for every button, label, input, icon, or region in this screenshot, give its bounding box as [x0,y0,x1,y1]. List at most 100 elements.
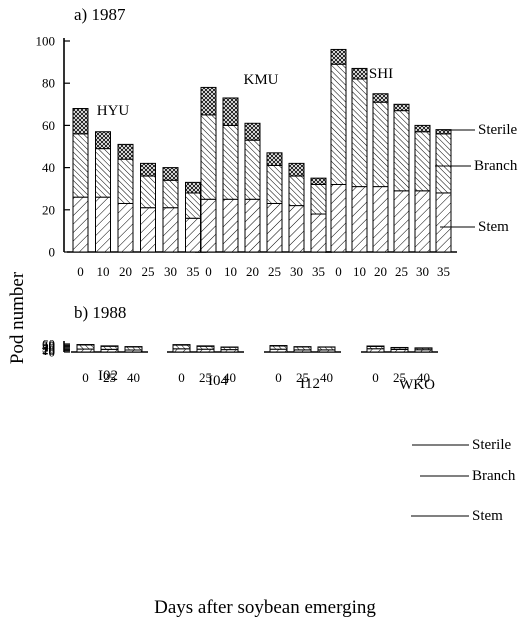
x-tick-label: 30 [164,264,177,279]
x-tick-label: 40 [320,370,333,385]
bar-segment-sterile [200,86,217,116]
x-tick-label: 25 [296,370,309,385]
x-tick-label: 0 [77,264,84,279]
bar-segment-stem [288,205,305,253]
y-tick-label: 20 [42,342,55,357]
x-tick-label: 10 [353,264,366,279]
group-label: I12 [300,376,320,392]
bar-segment-stem [244,198,261,253]
stack-label-stem: Stem [472,508,503,524]
x-tick-label: 20 [246,264,259,279]
bar-segment-stem [72,196,89,253]
group-label: SHI [369,66,393,82]
x-tick-label: 10 [97,264,110,279]
bar-segment-branch [244,139,261,200]
group-label: I04 [208,373,228,389]
stack-label-branch: Branch [472,468,516,484]
x-tick-label: 35 [437,264,450,279]
bar-segment-branch [72,133,89,198]
bar-segment-stem [117,202,134,253]
bar-segment-sterile [140,162,156,177]
x-tick-label: 30 [416,264,429,279]
x-tick-label: 35 [312,264,325,279]
bar-segment-sterile [185,181,201,194]
bar-segment-stem [200,198,217,253]
bar-segment-branch [95,148,111,198]
bar-segment-stem [351,186,368,253]
x-tick-label: 0 [82,370,89,385]
bar-segment-stem [95,196,111,253]
y-tick-label: 40 [42,160,55,175]
bar-segment-sterile [162,167,179,181]
x-tick-label: 0 [335,264,342,279]
bar-segment-stem [330,183,347,253]
bar-segment-sterile [244,122,261,141]
stack-label-stem: Stem [478,219,509,235]
bar-segment-stem [222,198,239,253]
bar-segment-sterile [414,124,431,133]
x-tick-label: 10 [224,264,237,279]
bar-segment-sterile [393,103,410,112]
bar-segment-stem [310,213,327,253]
x-tick-label: 0 [205,264,212,279]
bar-segment-branch [162,179,179,209]
bar-segment-stem [266,202,283,253]
x-axis-label: Days after soybean emerging [154,597,376,618]
bar-segment-stem [185,217,201,253]
bar-segment-branch [310,183,327,215]
bar-segment-sterile [222,97,239,126]
x-tick-label: 40 [417,370,430,385]
stack-label-sterile: Sterile [478,122,517,138]
bar-segment-sterile [288,162,305,177]
bar-segment-stem [162,207,179,253]
bar-segment-stem [435,192,452,253]
bar-segment-branch [330,63,347,185]
y-tick-label: 60 [42,118,55,133]
bar-segment-sterile [372,93,389,103]
bar-segment-stem [393,190,410,253]
bar-segment-stem [414,190,431,253]
bar-group-kmu: KMU 0 10 20 25 30 35 [200,72,327,279]
bar-segment-sterile [266,152,283,166]
x-tick-label: 40 [223,370,236,385]
y-tick-label: 20 [42,202,55,217]
bar-segment-branch [117,158,134,204]
bar-segment-sterile [117,143,134,160]
bar-segment-branch [172,344,191,350]
x-tick-label: 20 [374,264,387,279]
bar-segment-branch [222,124,239,200]
x-tick-label: 0 [372,370,379,385]
x-tick-label: 25 [199,370,212,385]
x-tick-label: 25 [393,370,406,385]
x-tick-label: 30 [290,264,303,279]
bar-group-i12: I12 0 25 40 [269,345,336,392]
y-tick-label: 50 [42,338,55,353]
bar-segment-branch [200,114,217,200]
stack-label-sterile: Sterile [472,437,511,453]
y-tick-label: 100 [36,34,56,49]
bar-segment-stem [372,186,389,253]
y-tick-label: 0 [49,245,56,260]
group-label: WKO [399,377,435,393]
bar-segment-branch [140,175,156,209]
bar-segment-branch [393,110,410,192]
bar-segment-branch [266,164,283,204]
bar-segment-branch [435,133,452,194]
x-tick-label: 25 [395,264,408,279]
group-label: KMU [243,72,278,88]
y-tick-label: 80 [42,76,55,91]
bar-segment-branch [372,101,389,188]
bar-group-wko: WKO 0 25 40 [366,345,435,393]
x-tick-label: 25 [103,370,116,385]
bar-segment-branch [351,78,368,188]
y-tick-label: 30 [42,341,55,356]
bar-segment-sterile [72,108,89,135]
x-tick-label: 0 [275,370,282,385]
bar-segment-branch [414,131,431,192]
bar-group-i02: I02 0 25 40 [76,344,143,385]
x-tick-label: 20 [119,264,132,279]
y-tick-label: 10 [42,343,55,358]
stack-label-branch: Branch [474,158,518,174]
